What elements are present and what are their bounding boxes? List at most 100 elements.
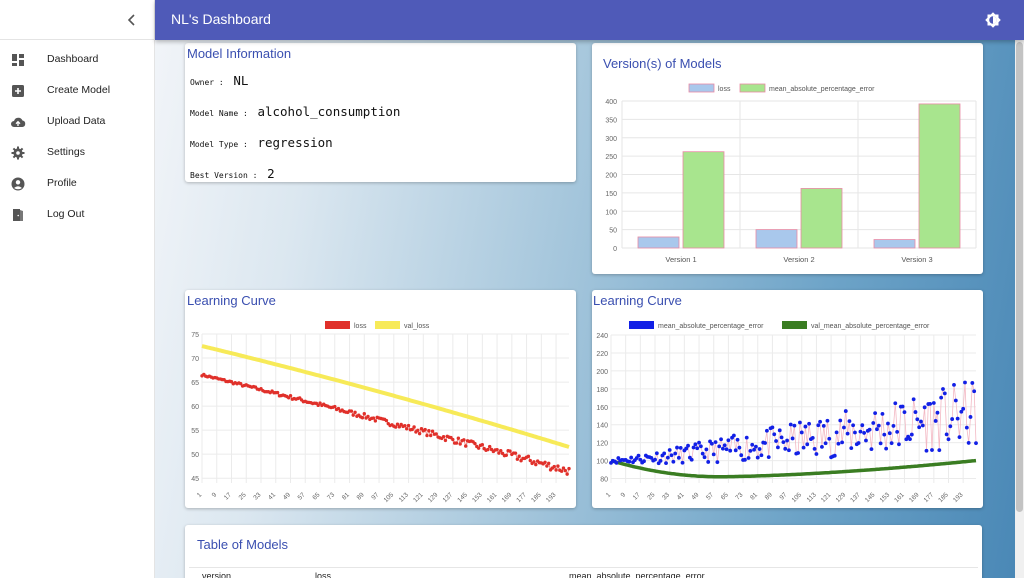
scrollbar-thumb[interactable] <box>1016 42 1023 512</box>
x-tick-label: 97 <box>778 491 788 501</box>
data-point <box>836 441 841 446</box>
sidebar-item-dashboard[interactable]: Dashboard <box>0 45 155 76</box>
data-point <box>935 410 940 415</box>
learning-curve-loss-card: Learning Curve 45 50 55 60 65 70 75 1 9 17 25 33 41 4… <box>185 290 576 508</box>
data-point <box>451 437 455 442</box>
data-point <box>673 451 678 456</box>
data-point <box>891 424 896 428</box>
data-point <box>970 381 975 385</box>
data-point <box>556 464 560 468</box>
x-tick-label: 9 <box>620 491 628 499</box>
scrollbar[interactable] <box>1015 40 1024 578</box>
bar <box>755 229 798 249</box>
data-point <box>425 433 429 438</box>
data-point <box>561 466 566 470</box>
x-tick-label: 113 <box>398 491 411 504</box>
x-tick-label: 1 <box>605 491 613 499</box>
y-tick-label: 120 <box>596 441 608 448</box>
data-point <box>614 460 619 465</box>
series-line-val-mape <box>610 458 977 479</box>
data-point <box>373 419 378 423</box>
dashboard-icon <box>10 52 26 68</box>
card-title: Table of Models <box>197 537 289 552</box>
data-point <box>405 427 409 431</box>
data-point <box>464 444 468 448</box>
data-point <box>565 472 569 476</box>
data-point <box>333 404 337 409</box>
data-point <box>953 398 958 403</box>
data-point <box>720 446 725 451</box>
data-point <box>627 459 632 464</box>
data-point <box>519 459 523 463</box>
x-tick-label: 169 <box>908 491 921 504</box>
data-point <box>689 457 694 462</box>
data-point <box>410 427 414 432</box>
sidebar-item-create-model[interactable]: Create Model <box>0 76 155 107</box>
data-point <box>886 421 890 426</box>
data-point <box>417 431 422 436</box>
data-point <box>753 444 758 449</box>
data-point <box>827 436 832 441</box>
sidebar-item-settings[interactable]: Settings <box>0 138 155 169</box>
data-point <box>360 416 365 420</box>
x-tick-label: 177 <box>923 491 936 504</box>
data-point <box>353 410 357 414</box>
data-point <box>638 457 643 462</box>
data-point <box>316 403 320 408</box>
bar <box>873 239 916 249</box>
data-point <box>744 435 749 440</box>
cloud-upload-icon <box>10 114 26 130</box>
data-point <box>869 447 874 452</box>
data-point <box>928 401 933 406</box>
best-version-value: 2 <box>267 166 275 181</box>
data-point <box>676 455 681 460</box>
data-point <box>497 451 501 455</box>
owner-label: Owner : <box>190 78 224 87</box>
data-point <box>818 419 822 424</box>
data-point <box>820 444 824 449</box>
x-tick-label: 33 <box>661 491 671 501</box>
y-tick-label: 250 <box>605 154 617 161</box>
sidebar-item-upload-data[interactable]: Upload Data <box>0 107 155 138</box>
data-point <box>946 437 951 442</box>
y-tick-label: 300 <box>605 136 617 143</box>
series-line-val-loss <box>201 344 570 449</box>
data-point <box>675 445 679 450</box>
data-point <box>428 433 433 438</box>
data-point <box>884 446 889 451</box>
data-point <box>810 435 815 440</box>
data-point <box>777 428 782 433</box>
data-point <box>759 453 764 458</box>
sidebar-item-profile[interactable]: Profile <box>0 169 155 200</box>
y-tick-label: 50 <box>609 228 617 235</box>
model-type-label: Model Type : <box>190 140 248 149</box>
data-point <box>742 457 747 462</box>
card-title: Learning Curve <box>187 293 276 308</box>
data-point <box>755 455 760 460</box>
chevron-left-icon[interactable] <box>122 10 142 30</box>
data-point <box>693 442 698 447</box>
data-point <box>897 442 901 447</box>
data-point <box>805 442 810 447</box>
data-point <box>434 432 438 436</box>
y-tick-label: 200 <box>596 369 608 376</box>
data-point <box>695 446 700 451</box>
x-tick-label: 81 <box>749 491 759 501</box>
data-point <box>691 445 696 450</box>
data-point <box>416 428 420 432</box>
data-point <box>719 437 723 442</box>
data-point <box>860 423 865 428</box>
sidebar-item-log-out[interactable]: Log Out <box>0 200 155 231</box>
x-tick-label: 129 <box>427 491 440 504</box>
data-point <box>351 413 355 417</box>
data-point <box>803 424 808 429</box>
y-tick-label: 160 <box>596 405 608 412</box>
y-tick-label: 350 <box>605 117 617 124</box>
data-point <box>427 429 431 433</box>
data-point <box>862 431 867 435</box>
model-name-label: Model Name : <box>190 109 248 118</box>
brightness-icon[interactable] <box>984 11 1002 29</box>
data-point <box>667 448 672 452</box>
x-tick-label: 49 <box>282 491 292 501</box>
data-point <box>842 425 846 430</box>
